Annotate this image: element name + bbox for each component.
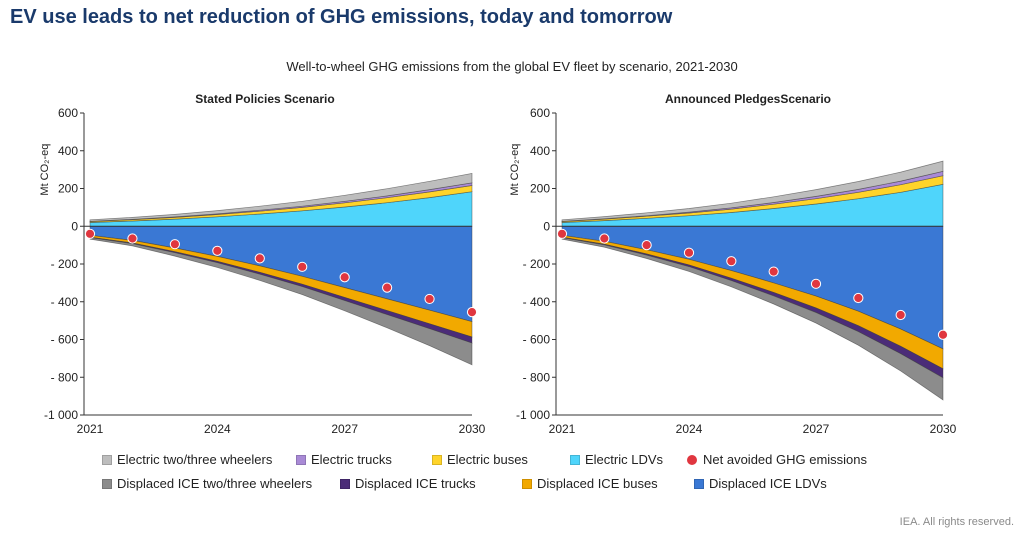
y-tick-label: - 200: [523, 257, 551, 271]
legend-swatch: [340, 478, 350, 489]
net-emissions-point: [599, 233, 610, 244]
legend-label: Net avoided GHG emissions: [703, 452, 868, 467]
legend-item-displaced-ice-trucks: Displaced ICE trucks: [340, 476, 476, 491]
y-tick-label: 400: [530, 144, 550, 158]
y-tick-label: - 800: [523, 370, 551, 384]
legend-item-displaced-ice-two-three-wheelers: Displaced ICE two/three wheelers: [102, 476, 312, 491]
y-tick-label: 200: [530, 182, 550, 196]
y-tick-label: - 800: [51, 370, 79, 384]
x-tick-label: 2024: [204, 422, 231, 436]
net-emissions-point: [937, 329, 949, 340]
legend-swatch: [694, 478, 704, 489]
legend-swatch: [102, 454, 112, 465]
x-tick-label: 2021: [77, 422, 104, 436]
legend-label: Electric buses: [447, 452, 528, 467]
y-tick-label: 600: [530, 106, 550, 120]
legend-item-electric-trucks: Electric trucks: [296, 452, 392, 467]
legend-marker: [687, 454, 697, 465]
chart-panel-1: Stated Policies Scenario Mt CO₂-eq 600 400 2…: [39, 92, 486, 436]
net-emissions-point: [424, 293, 435, 305]
net-emissions-point: [895, 309, 906, 321]
y-tick-label: - 600: [51, 333, 79, 347]
net-emissions-point: [853, 292, 864, 304]
y-axis-label: Mt CO₂-eq: [39, 144, 51, 196]
y-tick-label: 200: [58, 182, 78, 196]
y-tick-label: 600: [58, 106, 78, 120]
legend-swatch: [522, 478, 532, 489]
legend-swatch: [102, 478, 112, 489]
legend-row: Electric two/three wheelers Electric truc…: [102, 452, 902, 476]
net-emissions-point: [297, 261, 308, 272]
legend-label: Displaced ICE LDVs: [709, 476, 827, 491]
y-tick-label: - 400: [51, 295, 79, 309]
net-emissions-point: [768, 266, 779, 277]
legend-swatch: [296, 454, 306, 465]
net-emissions-point: [254, 253, 265, 264]
net-emissions-point: [726, 256, 737, 267]
legend-label: Electric two/three wheelers: [117, 452, 273, 467]
net-emissions-point: [810, 278, 822, 289]
page-title: EV use leads to net reduction of GHG emi…: [10, 6, 673, 28]
net-emissions-point: [466, 307, 478, 318]
area-displaced-ice-two-three-wheelers: [561, 237, 944, 401]
net-emissions-point: [84, 228, 96, 239]
chart-area: Stated Policies Scenario Mt CO₂-eq 600 400 2…: [39, 92, 957, 436]
x-tick-label: 2021: [549, 422, 576, 436]
chart-panel-2: Announced PledgesScenario Mt CO₂-eq 600 400…: [509, 92, 957, 436]
legend-swatch: [570, 454, 580, 465]
y-tick-label: 400: [58, 144, 78, 158]
net-emissions-point: [556, 228, 568, 239]
x-tick-label: 2030: [930, 422, 957, 436]
legend-label: Electric trucks: [311, 452, 392, 467]
y-axis-label: Mt CO₂-eq: [509, 144, 521, 196]
net-emissions-point: [127, 233, 138, 244]
chart-subtitle: Well-to-wheel GHG emissions from the glo…: [286, 59, 738, 74]
area-electric-two-three-wheelers: [89, 172, 473, 222]
y-tick-label: - 600: [523, 333, 551, 347]
x-tick-label: 2024: [676, 422, 703, 436]
source-note: IEA. All rights reserved.: [899, 516, 1014, 528]
x-tick-label: 2030: [459, 422, 486, 436]
legend-item-electric-buses: Electric buses: [432, 452, 528, 467]
legend-row: Displaced ICE two/three wheelers Displace…: [102, 476, 902, 500]
x-tick-label: 2027: [331, 422, 358, 436]
panel-title: Announced PledgesScenario: [665, 92, 831, 106]
legend-item-electric-ldvs: Electric LDVs: [570, 452, 663, 467]
y-tick-label: -1 000: [44, 408, 78, 422]
legend-swatch: [432, 454, 442, 465]
net-emissions-point: [212, 245, 223, 256]
legend-item-electric-two-three-wheelers: Electric two/three wheelers: [102, 452, 272, 467]
y-tick-label: -1 000: [516, 408, 550, 422]
net-emissions-point: [169, 239, 180, 250]
legend-item-displaced-ice-ldvs: Displaced ICE LDVs: [694, 476, 827, 491]
legend-item-net-avoided-ghg-emissions: Net avoided GHG emissions: [687, 452, 867, 467]
legend-label: Displaced ICE buses: [537, 476, 658, 491]
y-tick-label: - 400: [523, 295, 551, 309]
net-emissions-point: [382, 282, 393, 293]
net-emissions-point: [641, 240, 652, 251]
legend-label: Displaced ICE two/three wheelers: [117, 476, 313, 491]
area-displaced-ice-two-three-wheelers: [89, 237, 473, 366]
panel-title: Stated Policies Scenario: [195, 92, 334, 106]
legend-label: Electric LDVs: [585, 452, 664, 467]
legend-item-displaced-ice-buses: Displaced ICE buses: [522, 476, 658, 491]
area-electric-two-three-wheelers: [561, 160, 944, 222]
y-tick-label: 0: [543, 219, 550, 233]
net-emissions-point: [683, 247, 695, 258]
y-tick-label: 0: [71, 219, 78, 233]
x-tick-label: 2027: [803, 422, 830, 436]
net-emissions-point: [339, 272, 350, 283]
y-tick-label: - 200: [51, 257, 79, 271]
legend: Electric two/three wheelers Electric truc…: [102, 452, 902, 500]
legend-label: Displaced ICE trucks: [355, 476, 476, 491]
